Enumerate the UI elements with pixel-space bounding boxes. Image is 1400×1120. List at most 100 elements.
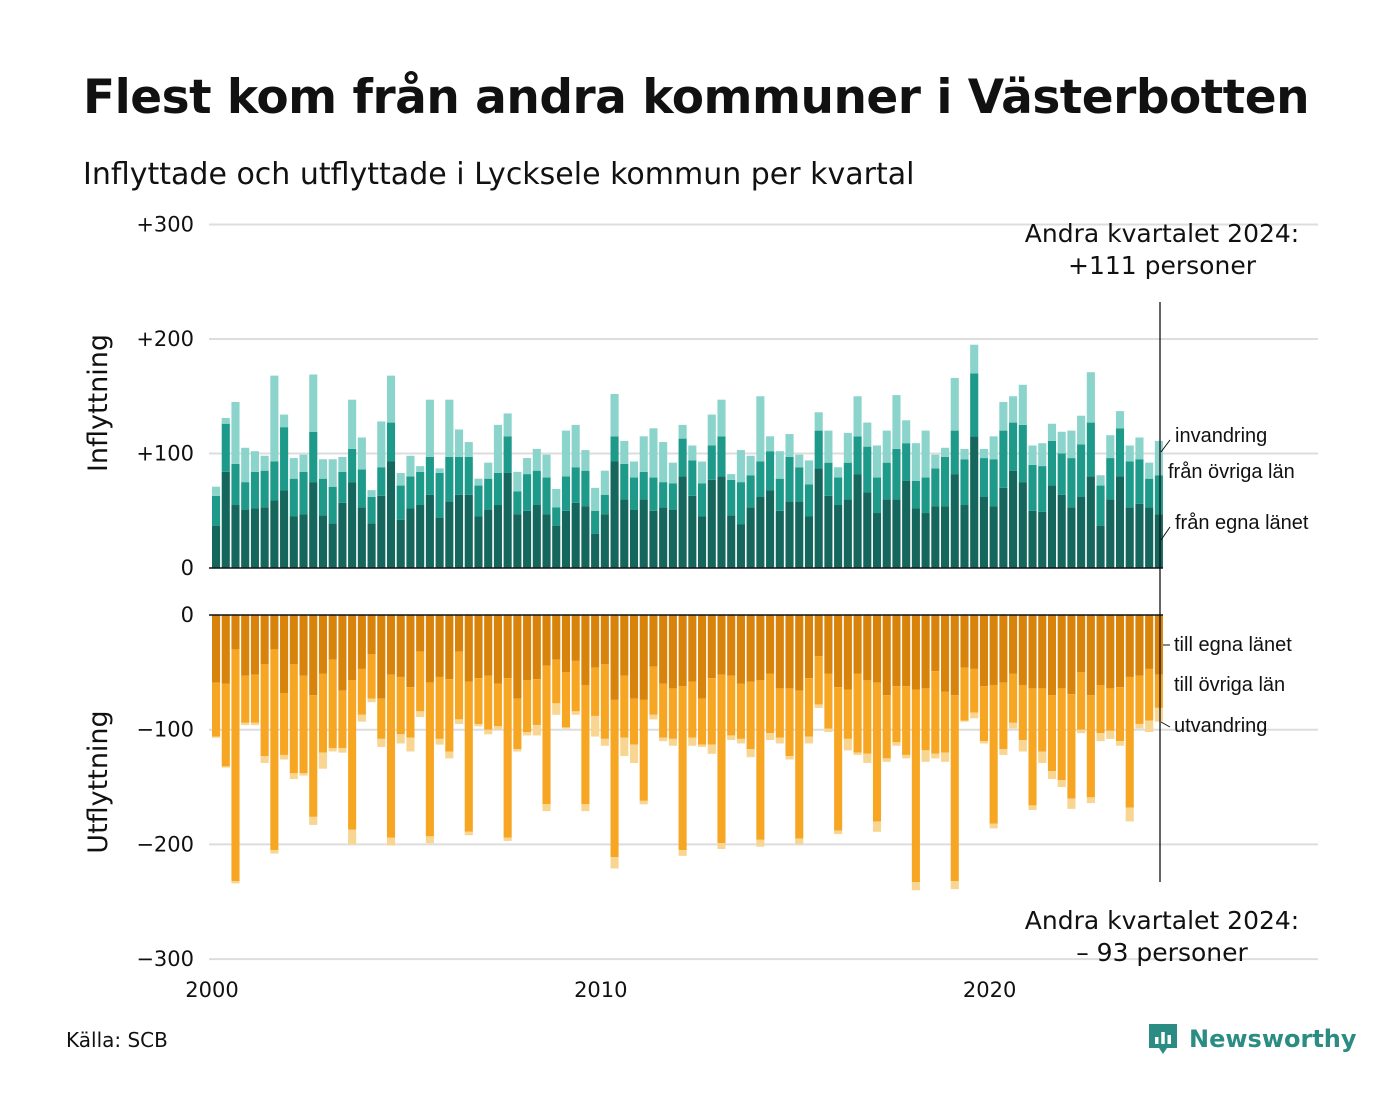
bar-segment-in-own: [542, 514, 551, 568]
label-leader-fran-egna-lanet: [1160, 526, 1171, 541]
bar-segment-out-own: [804, 615, 814, 679]
bar-segment-out-emig: [1067, 798, 1076, 809]
bar-segment-out-emig: [795, 838, 804, 845]
bar-segment-out-other: [1135, 675, 1144, 724]
bar-segment-out-emig: [280, 754, 289, 760]
bar-segment-in-immig: [1067, 430, 1076, 459]
bar-segment-in-other: [416, 471, 425, 506]
bar-segment-in-own: [610, 461, 619, 568]
bar-segment-out-emig: [367, 698, 376, 703]
bar-segment-in-other: [979, 458, 988, 498]
bar-segment-out-own: [970, 615, 979, 669]
bar-segment-out-emig: [1106, 730, 1115, 739]
bar-segment-out-other: [1077, 672, 1086, 730]
bar-segment-in-other: [270, 461, 279, 501]
bar-segment-in-own: [1106, 499, 1115, 568]
bar-segment-out-emig: [1096, 733, 1105, 742]
bar-segment-out-own: [591, 615, 600, 668]
bar-segment-in-own: [513, 514, 522, 568]
bar-segment-out-emig: [503, 837, 512, 841]
bar-segment-in-own: [1028, 510, 1037, 568]
bar-segment-out-emig: [377, 738, 386, 747]
bar-segment-out-emig: [911, 882, 920, 891]
bar-segment-in-immig: [999, 401, 1008, 431]
bar-segment-in-other: [425, 456, 434, 495]
bar-segment-out-other: [863, 680, 872, 754]
bar-segment-in-immig: [853, 396, 862, 437]
bar-segment-out-other: [212, 682, 221, 737]
bar-segment-in-immig: [639, 436, 648, 472]
bar-segment-in-immig: [1018, 384, 1027, 425]
ytick-label: +200: [136, 327, 194, 351]
bar-segment-out-own: [1154, 615, 1163, 675]
bar-segment-out-emig: [727, 735, 736, 741]
bar-segment-in-own: [260, 507, 269, 568]
bar-segment-out-own: [318, 615, 328, 674]
bar-segment-in-immig: [552, 489, 561, 508]
bar-segment-in-other: [649, 477, 658, 511]
bar-segment-in-own: [834, 505, 843, 568]
bar-segment-out-other: [707, 678, 716, 745]
bar-segment-in-immig: [367, 490, 376, 498]
bar-segment-out-other: [979, 686, 988, 742]
bar-segment-out-emig: [921, 750, 930, 762]
bar-segment-out-emig: [659, 737, 668, 742]
bar-segment-in-immig: [1028, 445, 1037, 465]
bar-segment-in-own: [707, 479, 716, 568]
bar-segment-out-own: [1067, 615, 1076, 695]
grid-layer: [209, 223, 1318, 961]
series-label-till-ovriga-lan: till övriga län: [1174, 674, 1285, 696]
bar-segment-out-emig: [620, 737, 629, 757]
bar-segment-in-own: [367, 523, 376, 569]
bar-segment-out-emig: [386, 837, 396, 846]
bar-segment-out-other: [1057, 688, 1066, 781]
bar-segment-in-other: [571, 467, 580, 503]
bar-segment-out-other: [941, 691, 950, 753]
bar-segment-in-other: [581, 470, 590, 507]
bar-segment-in-other: [717, 436, 726, 477]
bar-segment-out-other: [1086, 695, 1095, 798]
bar-segment-in-immig: [824, 430, 833, 463]
bar-segment-in-immig: [542, 454, 551, 478]
bar-segment-in-own: [668, 509, 677, 569]
bar-segment-in-immig: [396, 472, 405, 486]
bar-segment-in-immig: [289, 458, 298, 479]
bar-segment-in-immig: [1154, 440, 1163, 476]
bar-segment-out-emig: [591, 715, 600, 737]
bar-segment-in-immig: [348, 399, 357, 449]
bar-segment-in-own: [299, 514, 308, 568]
bar-segment-out-own: [853, 615, 862, 674]
bar-segment-in-immig: [571, 424, 580, 468]
bar-segment-in-immig: [386, 375, 396, 423]
bar-segment-in-other: [1115, 428, 1125, 477]
bar-segment-in-own: [280, 490, 289, 568]
bar-segment-out-other: [591, 667, 600, 716]
bar-segment-in-immig: [435, 468, 444, 473]
bar-segment-in-other: [338, 471, 347, 503]
bar-segment-out-emig: [513, 749, 522, 752]
bar-segment-in-other: [1086, 422, 1095, 477]
bar-segment-in-other: [804, 484, 814, 517]
bar-segment-out-other: [746, 681, 755, 750]
xtick-labels: 2000 2010 2020: [185, 978, 1016, 1002]
bar-segment-in-other: [1057, 453, 1066, 495]
bar-segment-in-other: [746, 475, 755, 508]
bar-segment-in-immig: [1135, 437, 1144, 460]
bar-segment-in-immig: [212, 486, 221, 496]
bar-segment-out-other: [581, 684, 590, 805]
bar-segment-in-other: [591, 510, 600, 534]
bar-segment-out-other: [1038, 688, 1047, 752]
bar-segment-in-own: [620, 499, 629, 568]
bar-segment-out-own: [1086, 615, 1095, 696]
bar-segment-out-own: [493, 615, 502, 684]
bar-segment-in-other: [386, 422, 396, 462]
bar-segment-out-own: [659, 615, 668, 684]
bar-segment-in-other: [455, 456, 464, 495]
bar-segment-in-own: [1038, 511, 1047, 568]
bar-segment-in-other: [396, 485, 405, 520]
bar-segment-in-immig: [727, 474, 736, 480]
bar-segment-in-other: [941, 456, 950, 507]
bar-segment-in-immig: [659, 442, 668, 483]
bar-segment-out-emig: [902, 754, 911, 759]
bar-segment-out-own: [367, 615, 376, 654]
